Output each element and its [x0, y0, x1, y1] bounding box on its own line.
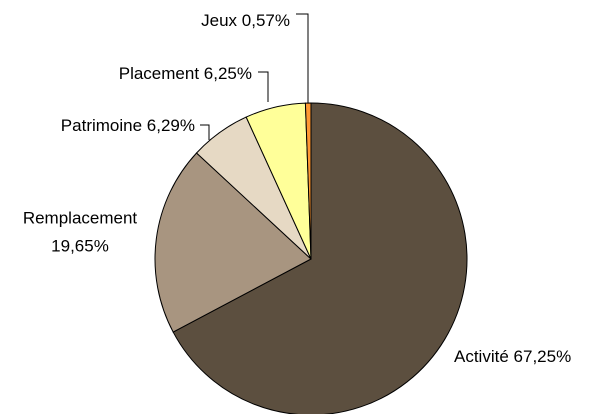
pie-slice	[304, 102, 312, 260]
leader-line	[200, 124, 210, 140]
category-label: Activité	[454, 347, 509, 366]
leader-line	[258, 71, 269, 102]
category-label: Patrimoine	[61, 116, 142, 135]
value-label: 67,25%	[514, 347, 572, 366]
pie	[154, 102, 468, 416]
slice-label: Patrimoine 6,29%	[61, 116, 195, 135]
pie-slice	[154, 152, 312, 333]
pie-slice	[172, 102, 468, 416]
slice-label: Activité 67,25%	[454, 347, 571, 366]
category-label: Jeux	[201, 11, 237, 30]
category-label: Placement	[119, 64, 200, 83]
value-label: 19,65%	[51, 236, 109, 255]
value-label: 0,57%	[242, 11, 290, 30]
leader-line	[296, 13, 309, 103]
slice-label: Placement 6,25%	[119, 64, 252, 83]
value-label: 6,25%	[204, 64, 252, 83]
category-label: Remplacement	[23, 208, 138, 227]
value-label: 6,29%	[147, 116, 195, 135]
slice-label: Jeux 0,57%	[201, 11, 290, 30]
